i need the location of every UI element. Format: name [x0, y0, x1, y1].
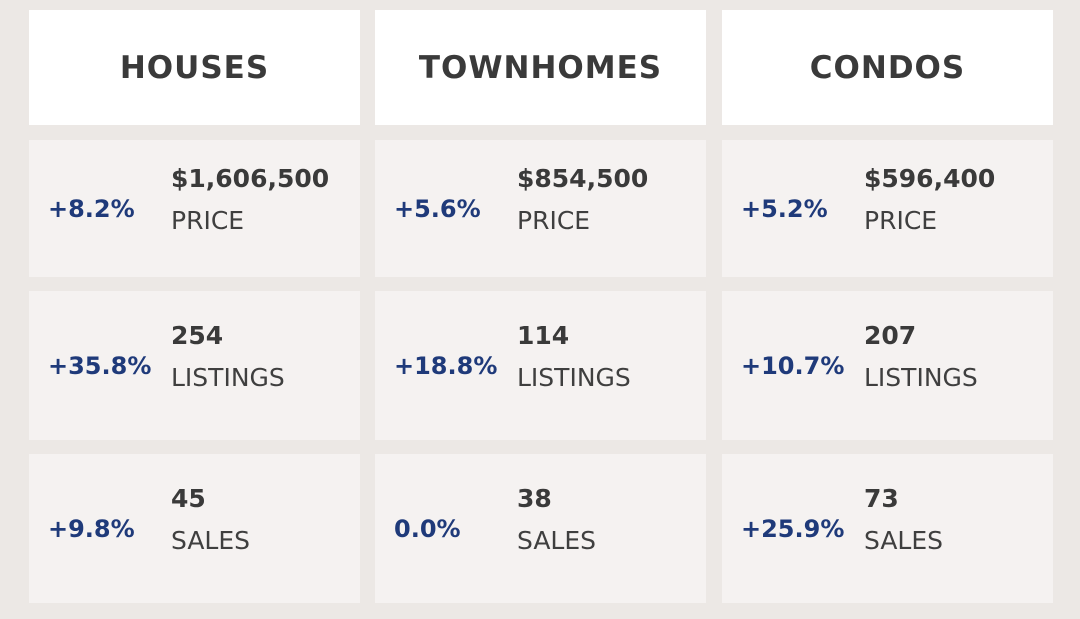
metric-card: +25.9% 73 SALES [722, 454, 1053, 603]
metric-card: +8.2% $1,606,500 PRICE [29, 140, 360, 277]
change-percent: +5.2% [741, 194, 828, 223]
metric-card: 0.0% 38 SALES [375, 454, 706, 603]
column-header: CONDOS [722, 10, 1053, 125]
metric-value: 207 [864, 320, 917, 350]
metric-value: $854,500 [517, 163, 649, 193]
metric-card: +10.7% 207 LISTINGS [722, 291, 1053, 440]
change-percent: +18.8% [394, 351, 498, 380]
metric-value: 254 [171, 320, 224, 350]
metric-label: SALES [517, 525, 597, 555]
change-percent: +35.8% [48, 351, 152, 380]
change-percent: +5.6% [394, 194, 481, 223]
change-percent: +10.7% [741, 351, 845, 380]
change-percent: +9.8% [48, 514, 135, 543]
column-header: HOUSES [29, 10, 360, 125]
change-percent: +25.9% [741, 514, 845, 543]
change-percent: 0.0% [394, 514, 461, 543]
metric-value: 114 [517, 320, 570, 350]
metric-label: PRICE [864, 205, 938, 235]
metric-card: +5.6% $854,500 PRICE [375, 140, 706, 277]
metric-label: LISTINGS [864, 362, 978, 392]
metric-label: SALES [171, 525, 251, 555]
metric-value: 38 [517, 483, 552, 513]
metric-value: 45 [171, 483, 206, 513]
metric-card: +18.8% 114 LISTINGS [375, 291, 706, 440]
metric-label: PRICE [517, 205, 591, 235]
metric-label: LISTINGS [517, 362, 631, 392]
metric-value: 73 [864, 483, 899, 513]
metric-label: SALES [864, 525, 944, 555]
metric-label: LISTINGS [171, 362, 285, 392]
metric-card: +35.8% 254 LISTINGS [29, 291, 360, 440]
column-header: TOWNHOMES [375, 10, 706, 125]
metric-card: +5.2% $596,400 PRICE [722, 140, 1053, 277]
metric-card: +9.8% 45 SALES [29, 454, 360, 603]
metric-label: PRICE [171, 205, 245, 235]
metric-value: $596,400 [864, 163, 996, 193]
change-percent: +8.2% [48, 194, 135, 223]
metric-value: $1,606,500 [171, 163, 330, 193]
